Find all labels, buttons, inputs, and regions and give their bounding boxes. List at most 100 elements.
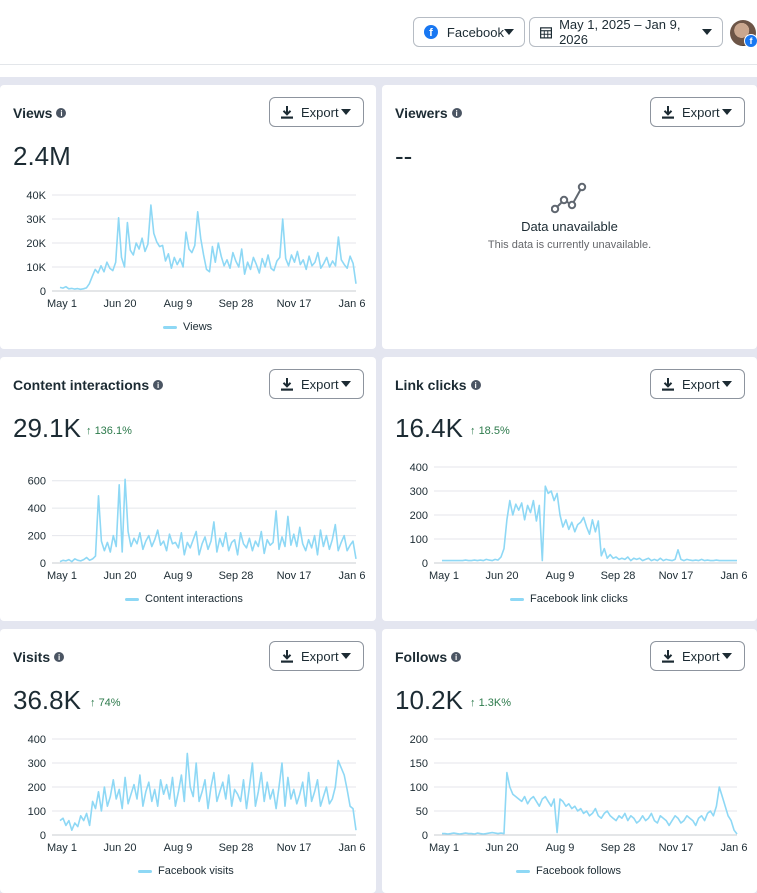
line-chart-icon [551, 182, 587, 214]
y-tick-label: 0 [40, 830, 46, 842]
chevron-down-icon [341, 109, 351, 115]
card-title-text: Link clicks [395, 377, 467, 393]
x-tick-label: Aug 9 [164, 298, 193, 310]
x-tick-label: Jan 6 [339, 570, 366, 582]
export-button[interactable]: Export [650, 641, 745, 671]
metric-value: 36.8K [13, 685, 81, 715]
export-label: Export [301, 648, 339, 664]
y-tick-label: 400 [28, 503, 46, 515]
export-button[interactable]: Export [269, 369, 364, 399]
unavailable-title: Data unavailable [521, 219, 618, 234]
x-tick-label: May 1 [429, 570, 459, 582]
delta-value: 136.1% [94, 425, 132, 437]
y-tick-label: 200 [410, 734, 428, 746]
card-title-text: Content interactions [13, 377, 150, 393]
delta-badge: ↑ 136.1% [86, 425, 132, 437]
date-range-label: May 1, 2025 – Jan 9, 2026 [559, 17, 681, 47]
legend-swatch [516, 869, 530, 873]
series-line [59, 752, 357, 831]
y-tick-label: 400 [410, 462, 428, 474]
x-tick-label: Nov 17 [277, 842, 312, 854]
metric-value: 2.4M [13, 141, 71, 171]
legend-label: Facebook follows [536, 865, 621, 877]
y-tick-label: 200 [410, 510, 428, 522]
info-icon[interactable]: i [470, 380, 481, 390]
chevron-down-icon [722, 381, 732, 387]
header-spacer [0, 65, 757, 77]
x-tick-label: Jan 6 [339, 298, 366, 310]
x-tick-label: Jun 20 [103, 570, 136, 582]
export-button[interactable]: Export [650, 369, 745, 399]
y-tick-label: 100 [410, 782, 428, 794]
series-line [442, 771, 738, 835]
chevron-down-icon [341, 381, 351, 387]
x-tick-label: Jan 6 [721, 570, 748, 582]
metric-value: 29.1K [13, 413, 81, 443]
chart-legend: Facebook follows [516, 865, 621, 877]
card-title-text: Visits [13, 649, 51, 665]
y-tick-label: 40K [26, 190, 46, 202]
card-title: Content interactions i [13, 377, 164, 393]
y-tick-label: 300 [410, 486, 428, 498]
y-tick-label: 100 [28, 806, 46, 818]
legend-label: Content interactions [145, 593, 243, 605]
card-title: Link clicks i [395, 377, 481, 393]
card-title-text: Viewers [395, 105, 448, 121]
platform-dropdown[interactable]: f Facebook [413, 17, 525, 47]
legend-swatch [125, 597, 139, 601]
x-tick-label: Sep 28 [601, 842, 636, 854]
export-label: Export [682, 104, 720, 120]
visits-card: Visits i Export 36.8K ↑ 74% 0 100 200 300 40… [0, 629, 376, 893]
y-tick-label: 0 [422, 830, 428, 842]
legend-label: Facebook visits [158, 865, 234, 877]
y-tick-label: 0 [40, 286, 46, 298]
info-icon[interactable]: i [451, 108, 462, 118]
export-button[interactable]: Export [650, 97, 745, 127]
series-line [59, 478, 357, 563]
top-bar: f Facebook May 1, 2025 – Jan 9, 2026 f [0, 0, 757, 65]
x-tick-label: Aug 9 [546, 842, 575, 854]
views-chart: 0 10K 20K 30K 40K May 1 Jun 20 Aug 9 Sep 28 Nov 1… [26, 190, 366, 310]
follows-chart: 0 50 100 150 200 May 1 Jun 20 Aug 9 Sep 28 Nov 17… [410, 734, 748, 854]
card-title: Views i [13, 105, 67, 121]
chart-legend: Content interactions [125, 593, 243, 605]
export-button[interactable]: Export [269, 97, 364, 127]
info-icon[interactable]: i [54, 652, 65, 662]
chart-legend: Views [163, 321, 212, 333]
y-tick-label: 50 [416, 806, 428, 818]
chart-legend: Facebook link clicks [510, 593, 628, 605]
link-clicks-card: Link clicks i Export 16.4K ↑ 18.5% 0 100 2… [382, 357, 757, 621]
legend-swatch [163, 325, 177, 329]
x-tick-label: May 1 [47, 570, 77, 582]
platform-label: Facebook [446, 24, 504, 40]
y-tick-label: 400 [28, 734, 46, 746]
chart-legend: Facebook visits [138, 865, 234, 877]
x-tick-label: Sep 28 [219, 570, 254, 582]
delta-value: 1.3K% [478, 697, 511, 709]
card-title: Follows i [395, 649, 462, 665]
download-icon [281, 105, 293, 119]
info-icon[interactable]: i [451, 652, 462, 662]
y-tick-label: 0 [40, 558, 46, 570]
card-title: Visits i [13, 649, 65, 665]
x-tick-label: Aug 9 [546, 570, 575, 582]
y-tick-label: 20K [26, 238, 46, 250]
x-tick-label: Jan 6 [339, 842, 366, 854]
info-icon[interactable]: i [153, 380, 164, 390]
delta-badge: ↑ 1.3K% [470, 697, 511, 709]
y-tick-label: 600 [28, 476, 46, 488]
download-icon [662, 649, 674, 663]
y-tick-label: 30K [26, 214, 46, 226]
legend-swatch [138, 869, 152, 873]
chevron-down-icon [504, 29, 514, 35]
date-range-dropdown[interactable]: May 1, 2025 – Jan 9, 2026 [529, 17, 723, 47]
content-interactions-chart: 0 200 400 600 May 1 Jun 20 Aug 9 Sep 28 Nov 17 Ja… [28, 476, 366, 582]
x-tick-label: May 1 [429, 842, 459, 854]
viewers-card: Viewers i Export -- Data unavailable Thi… [382, 85, 757, 349]
info-icon[interactable]: i [56, 108, 67, 118]
export-label: Export [301, 376, 339, 392]
x-tick-label: Jan 6 [721, 842, 748, 854]
metric-value: 16.4K [395, 413, 463, 443]
download-icon [662, 105, 674, 119]
export-button[interactable]: Export [269, 641, 364, 671]
